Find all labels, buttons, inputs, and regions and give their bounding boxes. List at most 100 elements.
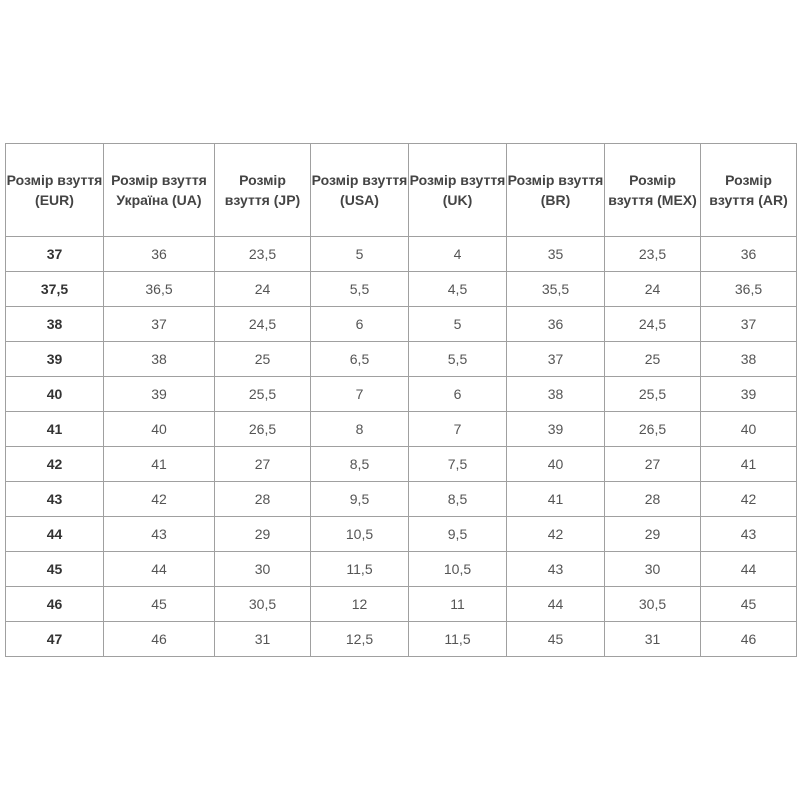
table-cell: 35,5 xyxy=(506,271,605,307)
table-cell: 36 xyxy=(103,236,215,272)
table-cell: 45 xyxy=(700,586,797,622)
table-cell: 42 xyxy=(5,446,104,482)
table-cell: 8,5 xyxy=(408,481,507,517)
table-cell: 5 xyxy=(408,306,507,342)
table-cell: 38 xyxy=(5,306,104,342)
table-row: 43 42 28 9,5 8,5 41 28 42 xyxy=(5,481,797,517)
table-cell: 36 xyxy=(700,236,797,272)
table-cell: 37 xyxy=(700,306,797,342)
table-row: 40 39 25,5 7 6 38 25,5 39 xyxy=(5,376,797,412)
table-row: 45 44 30 11,5 10,5 43 30 44 xyxy=(5,551,797,587)
table-cell: 46 xyxy=(103,621,215,657)
table-cell: 7,5 xyxy=(408,446,507,482)
table-cell: 30 xyxy=(604,551,701,587)
table-row: 39 38 25 6,5 5,5 37 25 38 xyxy=(5,341,797,377)
table-cell: 38 xyxy=(700,341,797,377)
table-cell: 43 xyxy=(700,516,797,552)
column-header: Розмір взуття Україна (UA) xyxy=(103,143,215,237)
table-cell: 9,5 xyxy=(310,481,409,517)
table-cell: 23,5 xyxy=(214,236,311,272)
table-cell: 7 xyxy=(310,376,409,412)
table-cell: 24,5 xyxy=(214,306,311,342)
table-cell: 39 xyxy=(5,341,104,377)
table-cell: 46 xyxy=(5,586,104,622)
table-cell: 39 xyxy=(700,376,797,412)
table-cell: 25,5 xyxy=(604,376,701,412)
table-cell: 41 xyxy=(103,446,215,482)
column-header: Розмір взуття (BR) xyxy=(506,143,605,237)
table-cell: 27 xyxy=(604,446,701,482)
table-cell: 6 xyxy=(408,376,507,412)
table-cell: 37,5 xyxy=(5,271,104,307)
table-cell: 42 xyxy=(700,481,797,517)
table-cell: 9,5 xyxy=(408,516,507,552)
table-cell: 30 xyxy=(214,551,311,587)
table-cell: 5 xyxy=(310,236,409,272)
table-row: 38 37 24,5 6 5 36 24,5 37 xyxy=(5,306,797,342)
table-cell: 38 xyxy=(103,341,215,377)
table-cell: 37 xyxy=(103,306,215,342)
table-cell: 44 xyxy=(103,551,215,587)
table-cell: 40 xyxy=(700,411,797,447)
table-cell: 26,5 xyxy=(214,411,311,447)
table-cell: 47 xyxy=(5,621,104,657)
table-cell: 28 xyxy=(214,481,311,517)
column-header: Розмір взуття (MEX) xyxy=(604,143,701,237)
table-cell: 37 xyxy=(5,236,104,272)
table-cell: 39 xyxy=(506,411,605,447)
table-cell: 42 xyxy=(506,516,605,552)
table-row: 46 45 30,5 12 11 44 30,5 45 xyxy=(5,586,797,622)
table-cell: 5,5 xyxy=(408,341,507,377)
table-cell: 45 xyxy=(506,621,605,657)
table-cell: 31 xyxy=(604,621,701,657)
column-header: Розмір взуття (USA) xyxy=(310,143,409,237)
table-cell: 45 xyxy=(5,551,104,587)
table-cell: 30,5 xyxy=(214,586,311,622)
table-cell: 40 xyxy=(5,376,104,412)
table-cell: 38 xyxy=(506,376,605,412)
table-cell: 6,5 xyxy=(310,341,409,377)
table-cell: 10,5 xyxy=(310,516,409,552)
table-cell: 6 xyxy=(310,306,409,342)
table-cell: 37 xyxy=(506,341,605,377)
table-cell: 11,5 xyxy=(408,621,507,657)
table-cell: 46 xyxy=(700,621,797,657)
table-cell: 36,5 xyxy=(700,271,797,307)
table-cell: 45 xyxy=(103,586,215,622)
table-cell: 24 xyxy=(604,271,701,307)
table-cell: 7 xyxy=(408,411,507,447)
table-row: 41 40 26,5 8 7 39 26,5 40 xyxy=(5,411,797,447)
table-cell: 41 xyxy=(506,481,605,517)
table-cell: 12,5 xyxy=(310,621,409,657)
table-cell: 40 xyxy=(506,446,605,482)
table-cell: 36,5 xyxy=(103,271,215,307)
column-header: Розмір взуття (UK) xyxy=(408,143,507,237)
table-cell: 26,5 xyxy=(604,411,701,447)
table-cell: 31 xyxy=(214,621,311,657)
table-cell: 25 xyxy=(604,341,701,377)
table-cell: 36 xyxy=(506,306,605,342)
table-cell: 43 xyxy=(5,481,104,517)
table-cell: 42 xyxy=(103,481,215,517)
table-cell: 25 xyxy=(214,341,311,377)
table-cell: 27 xyxy=(214,446,311,482)
table-cell: 4,5 xyxy=(408,271,507,307)
header-row: Розмір взуття (EUR) Розмір взуття Україна… xyxy=(5,143,797,237)
table-cell: 12 xyxy=(310,586,409,622)
table-cell: 28 xyxy=(604,481,701,517)
table-cell: 43 xyxy=(103,516,215,552)
table-row: 37,5 36,5 24 5,5 4,5 35,5 24 36,5 xyxy=(5,271,797,307)
table-cell: 39 xyxy=(103,376,215,412)
table-cell: 35 xyxy=(506,236,605,272)
table-cell: 25,5 xyxy=(214,376,311,412)
table-cell: 11 xyxy=(408,586,507,622)
table-cell: 40 xyxy=(103,411,215,447)
table-cell: 41 xyxy=(700,446,797,482)
shoe-size-table: Розмір взуття (EUR) Розмір взуття Україна… xyxy=(5,143,797,657)
column-header: Розмір взуття (JP) xyxy=(214,143,311,237)
table-cell: 44 xyxy=(5,516,104,552)
table-cell: 10,5 xyxy=(408,551,507,587)
table-cell: 11,5 xyxy=(310,551,409,587)
table-cell: 43 xyxy=(506,551,605,587)
table-cell: 5,5 xyxy=(310,271,409,307)
